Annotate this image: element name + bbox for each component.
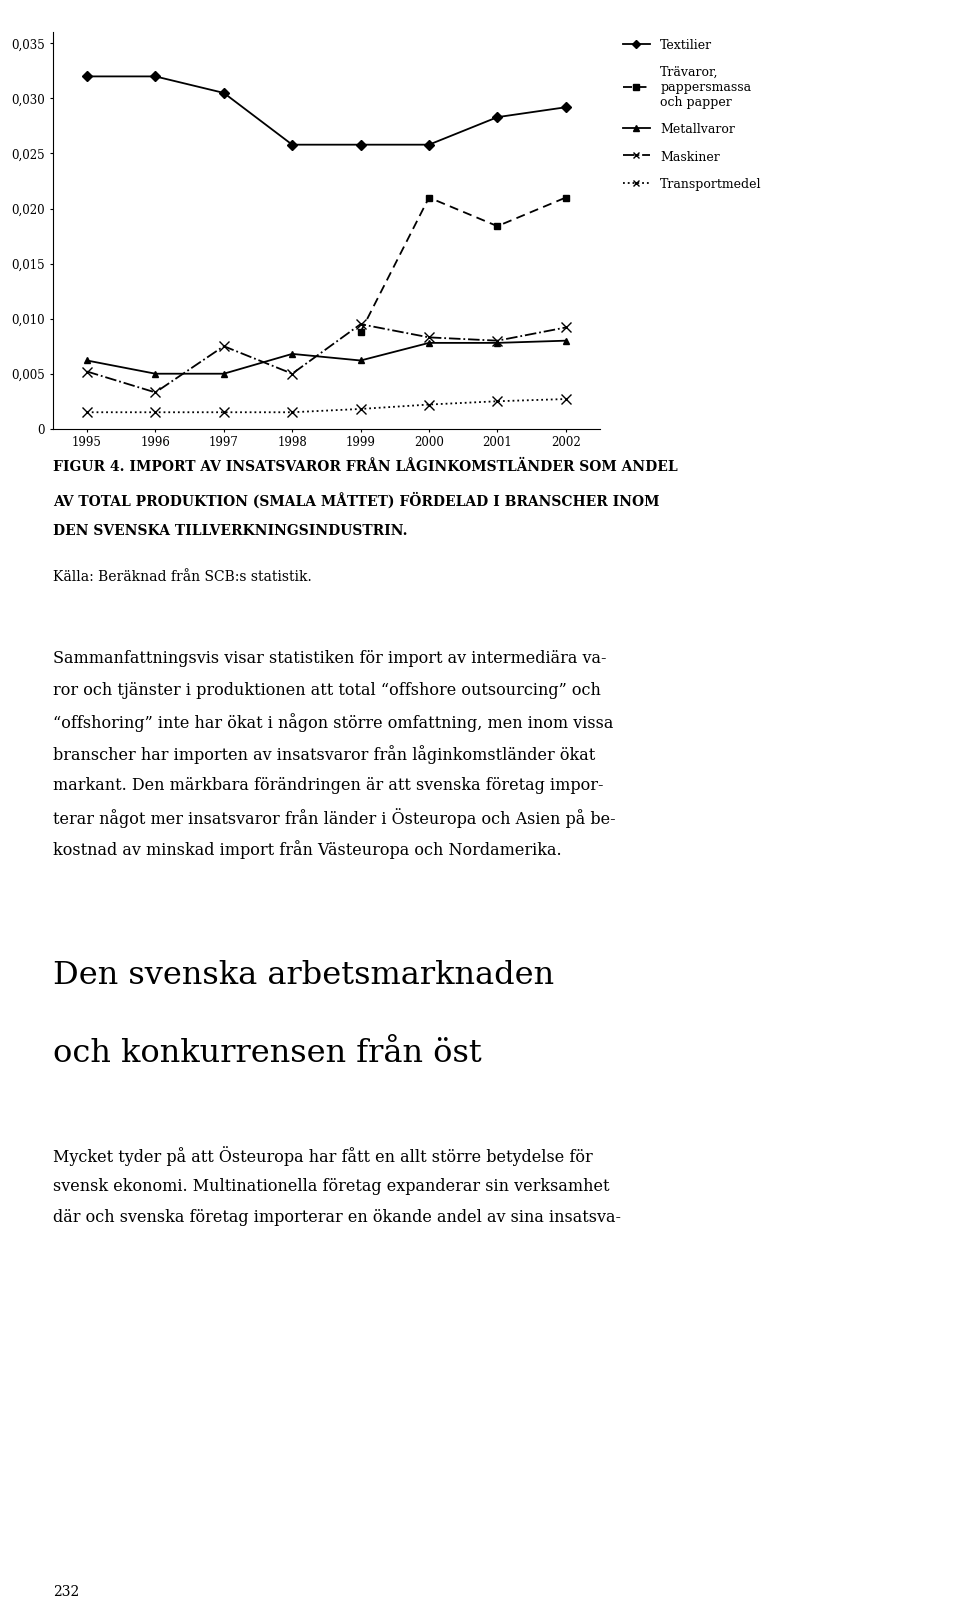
Text: AV TOTAL PRODUKTION (SMALA MÅTTET) FÖRDELAD I BRANSCHER INOM: AV TOTAL PRODUKTION (SMALA MÅTTET) FÖRDE… (53, 492, 660, 508)
Text: FIGUR 4. IMPORT AV INSATSVAROR FRÅN LÅGINKOMSTLÄNDER SOM ANDEL: FIGUR 4. IMPORT AV INSATSVAROR FRÅN LÅGI… (53, 460, 678, 474)
Text: 232: 232 (53, 1584, 79, 1599)
Text: och konkurrensen från öst: och konkurrensen från öst (53, 1039, 482, 1069)
Text: där och svenska företag importerar en ökande andel av sina insatsva-: där och svenska företag importerar en ök… (53, 1210, 621, 1226)
Text: Källa: Beräknad från SCB:s statistik.: Källa: Beräknad från SCB:s statistik. (53, 570, 312, 584)
Text: ror och tjänster i produktionen att total “offshore outsourcing” och: ror och tjänster i produktionen att tota… (53, 683, 601, 699)
Text: terar något mer insatsvaror från länder i Östeuropa och Asien på be-: terar något mer insatsvaror från länder … (53, 809, 615, 828)
Text: “offshoring” inte har ökat i någon större omfattning, men inom vissa: “offshoring” inte har ökat i någon störr… (53, 714, 613, 733)
Text: kostnad av minskad import från Västeuropa och Nordamerika.: kostnad av minskad import från Västeurop… (53, 840, 562, 859)
Text: Den svenska arbetsmarknaden: Den svenska arbetsmarknaden (53, 961, 554, 992)
Text: branscher har importen av insatsvaror från låginkomstländer ökat: branscher har importen av insatsvaror fr… (53, 746, 595, 764)
Text: svensk ekonomi. Multinationella företag expanderar sin verksamhet: svensk ekonomi. Multinationella företag … (53, 1178, 610, 1196)
Text: markant. Den märkbara förändringen är att svenska företag impor-: markant. Den märkbara förändringen är at… (53, 777, 603, 794)
Text: Sammanfattningsvis visar statistiken för import av intermediära va-: Sammanfattningsvis visar statistiken för… (53, 650, 607, 668)
Text: Mycket tyder på att Östeuropa har fått en allt större betydelse för: Mycket tyder på att Östeuropa har fått e… (53, 1146, 592, 1167)
Legend: Textilier, Trävaror,
pappersmassa
och papper, Metallvaror, Maskiner, Transportme: Textilier, Trävaror, pappersmassa och pa… (623, 39, 761, 191)
Text: DEN SVENSKA TILLVERKNINGSINDUSTRIN.: DEN SVENSKA TILLVERKNINGSINDUSTRIN. (53, 524, 407, 539)
